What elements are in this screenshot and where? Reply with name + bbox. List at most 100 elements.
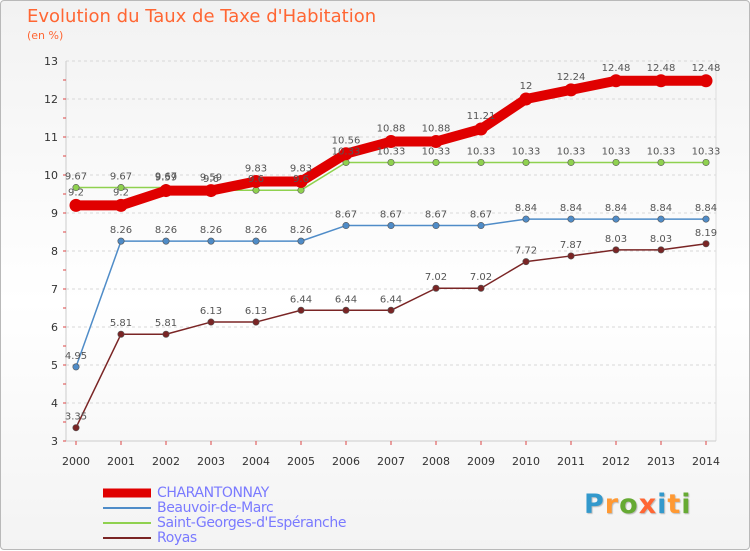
data-point xyxy=(207,237,215,245)
data-label: 4.95 xyxy=(65,351,87,362)
data-label: 7.02 xyxy=(425,272,447,283)
data-point xyxy=(117,237,125,245)
data-point xyxy=(522,215,530,223)
data-label: 12.24 xyxy=(557,72,586,83)
x-tick-label: 2014 xyxy=(692,455,720,468)
data-label: 8.26 xyxy=(245,225,267,236)
data-label: 3.35 xyxy=(65,412,87,423)
data-point xyxy=(522,258,530,266)
y-tick-label: 3 xyxy=(51,435,58,448)
logo-letter: o xyxy=(619,489,639,520)
proxiti-logo: Proxiti xyxy=(584,489,692,520)
data-label: 7.02 xyxy=(470,272,492,283)
data-label: 10.33 xyxy=(557,146,586,157)
data-point xyxy=(702,158,710,166)
data-point xyxy=(162,330,170,338)
data-point xyxy=(474,122,488,136)
data-point xyxy=(72,424,80,432)
logo-letter: i xyxy=(657,489,668,520)
data-label: 10.33 xyxy=(377,146,406,157)
data-label: 7.87 xyxy=(560,240,582,251)
data-point xyxy=(297,306,305,314)
series-line-3 xyxy=(75,243,707,429)
data-point xyxy=(522,158,530,166)
data-label: 6.13 xyxy=(200,306,222,317)
legend-item-saint-georges[interactable]: Saint-Georges-d'Espéranche xyxy=(101,514,347,531)
data-point xyxy=(297,237,305,245)
data-label: 5.81 xyxy=(110,318,132,329)
x-tick-label: 2011 xyxy=(557,455,585,468)
data-label: 10.33 xyxy=(692,146,721,157)
data-point xyxy=(564,83,578,97)
y-tick-label: 7 xyxy=(51,283,58,296)
logo-letter: r xyxy=(604,489,620,520)
data-point xyxy=(657,158,665,166)
data-label: 8.84 xyxy=(605,203,627,214)
x-axis: 2000 2001 2002 2003 2004 2005 2006 2007 2008 2009… xyxy=(62,441,720,468)
logo-letter: x xyxy=(638,489,658,520)
legend-swatch-saint-georges xyxy=(103,522,151,524)
data-point xyxy=(477,222,485,230)
data-label: 9.59 xyxy=(200,173,222,184)
data-point xyxy=(657,246,665,254)
legend-swatch-royas xyxy=(103,537,151,539)
logo-letter: i xyxy=(681,489,692,520)
y-tick-label: 9 xyxy=(51,207,58,220)
data-label: 10.33 xyxy=(647,146,676,157)
y-tick-label: 11 xyxy=(44,131,58,144)
data-point xyxy=(342,306,350,314)
data-point xyxy=(114,198,128,212)
data-label: 8.26 xyxy=(200,225,222,236)
data-label: 8.67 xyxy=(380,210,402,221)
data-point xyxy=(339,147,353,161)
y-tick-label: 13 xyxy=(44,55,58,68)
legend-item-charantonnay[interactable]: CHARANTONNAY xyxy=(101,484,346,501)
data-label: 10.33 xyxy=(332,146,361,157)
data-point xyxy=(612,158,620,166)
data-label: 8.67 xyxy=(335,210,357,221)
logo-letter: t xyxy=(667,489,682,520)
data-point xyxy=(207,318,215,326)
data-point xyxy=(567,158,575,166)
data-point xyxy=(117,330,125,338)
legend-label: Saint-Georges-d'Espéranche xyxy=(157,514,347,531)
data-point xyxy=(72,184,80,192)
legend-label: CHARANTONNAY xyxy=(157,484,269,501)
data-label: 9.83 xyxy=(290,163,312,174)
x-tick-label: 2012 xyxy=(602,455,630,468)
data-label: 10.33 xyxy=(602,146,631,157)
data-label: 9.2 xyxy=(113,187,129,198)
data-label: 8.03 xyxy=(605,234,627,245)
legend-item-beauvoir-de-marc[interactable]: Beauvoir-de-Marc xyxy=(101,500,346,516)
data-point xyxy=(252,237,260,245)
data-point xyxy=(204,184,218,198)
x-tick-label: 2010 xyxy=(512,455,540,468)
data-label: 9.59 xyxy=(155,173,177,184)
data-point xyxy=(117,184,125,192)
data-point xyxy=(654,74,668,88)
x-tick-label: 2013 xyxy=(647,455,675,468)
data-label: 8.26 xyxy=(110,225,132,236)
series-layer xyxy=(69,74,713,432)
data-point xyxy=(159,184,173,198)
x-tick-label: 2000 xyxy=(62,455,90,468)
data-label: 9.6 xyxy=(293,174,309,185)
data-label: 9.2 xyxy=(68,187,84,198)
data-label: 9.6 xyxy=(203,174,219,185)
data-label: 7.72 xyxy=(515,246,537,257)
data-label: 12 xyxy=(520,81,533,92)
legend-swatch-charantonnay xyxy=(103,488,151,498)
data-label: 8.67 xyxy=(470,210,492,221)
data-label: 12.48 xyxy=(602,63,631,74)
data-label: 9.6 xyxy=(248,174,264,185)
legend-item-royas[interactable]: Royas xyxy=(101,530,346,546)
data-label: 8.84 xyxy=(650,203,672,214)
x-tick-label: 2003 xyxy=(197,455,225,468)
data-point xyxy=(702,215,710,223)
y-tick-label: 5 xyxy=(51,359,58,372)
data-label: 5.81 xyxy=(155,318,177,329)
y-tick-label: 12 xyxy=(44,93,58,106)
x-tick-label: 2008 xyxy=(422,455,450,468)
data-label: 8.26 xyxy=(290,225,312,236)
